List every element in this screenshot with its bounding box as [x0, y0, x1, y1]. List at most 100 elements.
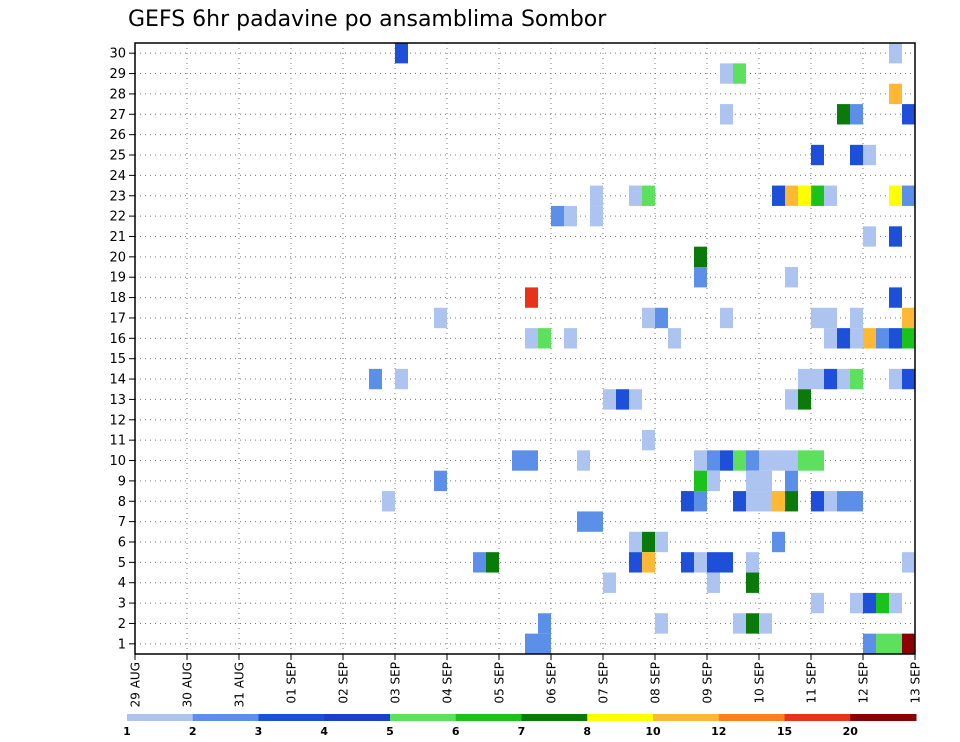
data-cell	[720, 450, 733, 471]
legend-swatch	[718, 714, 785, 721]
data-cell	[772, 450, 785, 471]
data-cell	[824, 328, 837, 349]
y-tick-label: 25	[109, 149, 126, 164]
legend-label: 20	[843, 725, 859, 738]
axes-layer: 1234567891011121314151617181920212223242…	[109, 42, 923, 707]
legend-swatch	[390, 714, 457, 721]
data-cell	[733, 450, 746, 471]
data-cell	[694, 246, 707, 268]
chart-title: GEFS 6hr padavine po ansamblima Sombor	[128, 7, 607, 32]
data-cell	[525, 633, 538, 654]
data-cell	[746, 491, 759, 512]
data-cell	[889, 328, 902, 349]
y-tick-label: 17	[109, 311, 126, 326]
x-tick-label: 02 SEP	[337, 662, 351, 704]
y-tick-label: 28	[109, 87, 126, 102]
data-cell	[850, 328, 863, 349]
y-tick-label: 29	[109, 67, 126, 82]
data-cell	[603, 572, 616, 593]
data-cell	[889, 226, 902, 247]
data-cell	[694, 552, 707, 573]
legend-label: 8	[583, 725, 591, 738]
legend-label: 1	[123, 725, 131, 738]
data-cell	[720, 104, 733, 125]
data-cell	[642, 552, 655, 573]
data-cell	[889, 83, 902, 105]
data-cell	[850, 491, 863, 512]
data-cell	[889, 368, 902, 390]
data-cell	[785, 389, 798, 410]
data-cell	[811, 491, 824, 512]
data-cell	[512, 450, 525, 471]
x-tick-label: 06 SEP	[545, 662, 559, 704]
legend-swatch	[127, 714, 194, 721]
data-cell	[785, 450, 798, 471]
data-cell	[889, 287, 902, 308]
y-tick-label: 8	[118, 495, 126, 510]
y-tick-label: 27	[109, 108, 126, 123]
data-cell	[785, 470, 798, 492]
data-cell	[902, 552, 915, 573]
data-cell	[694, 491, 707, 512]
data-cell	[824, 368, 837, 390]
data-cell	[811, 307, 824, 329]
data-cell	[811, 185, 824, 206]
legend-label: 12	[711, 725, 726, 738]
data-cell	[668, 328, 681, 349]
data-cell	[629, 185, 642, 206]
data-cell	[759, 613, 772, 634]
x-tick-label: 29 AUG	[129, 662, 143, 707]
legend-label: 5	[386, 725, 394, 738]
data-cell	[486, 552, 499, 573]
data-cell	[863, 328, 876, 349]
data-cell	[837, 491, 850, 512]
data-cell	[655, 307, 668, 329]
data-cell	[850, 104, 863, 125]
y-tick-label: 15	[109, 352, 126, 367]
data-cell	[629, 389, 642, 410]
data-cell	[564, 205, 577, 227]
y-tick-label: 22	[109, 210, 126, 225]
data-cell	[525, 450, 538, 471]
data-cell	[889, 43, 902, 64]
legend-label: 2	[189, 725, 197, 738]
x-tick-label: 12 SEP	[857, 662, 871, 704]
y-tick-label: 24	[109, 169, 126, 184]
y-tick-label: 13	[109, 393, 126, 408]
data-cell	[798, 450, 811, 471]
x-tick-label: 11 SEP	[805, 662, 819, 704]
y-tick-label: 3	[118, 597, 126, 612]
y-tick-label: 19	[109, 271, 126, 286]
data-cell	[538, 613, 551, 634]
x-tick-label: 04 SEP	[441, 662, 455, 704]
data-cell	[681, 491, 694, 512]
legend-label: 7	[518, 725, 526, 738]
data-cell	[603, 389, 616, 410]
y-tick-label: 14	[109, 373, 126, 388]
data-cell	[746, 470, 759, 492]
x-tick-label: 05 SEP	[493, 662, 507, 704]
data-cell	[772, 185, 785, 206]
data-cell	[785, 491, 798, 512]
data-cell	[707, 552, 720, 573]
data-cell	[629, 531, 642, 553]
data-cell	[525, 328, 538, 349]
data-cell	[824, 491, 837, 512]
data-cell	[694, 470, 707, 492]
data-cell	[811, 450, 824, 471]
data-cell	[837, 328, 850, 349]
legend-swatch	[192, 714, 259, 721]
y-tick-label: 23	[109, 189, 126, 204]
data-cell	[824, 185, 837, 206]
data-cell	[798, 389, 811, 410]
data-cell	[720, 552, 733, 573]
data-cell	[876, 328, 889, 349]
data-cell	[525, 287, 538, 308]
data-cell	[538, 633, 551, 654]
x-tick-label: 07 SEP	[597, 662, 611, 704]
data-cell	[382, 491, 395, 512]
data-cell	[824, 307, 837, 329]
data-cell	[889, 633, 902, 654]
x-tick-label: 03 SEP	[389, 662, 403, 704]
